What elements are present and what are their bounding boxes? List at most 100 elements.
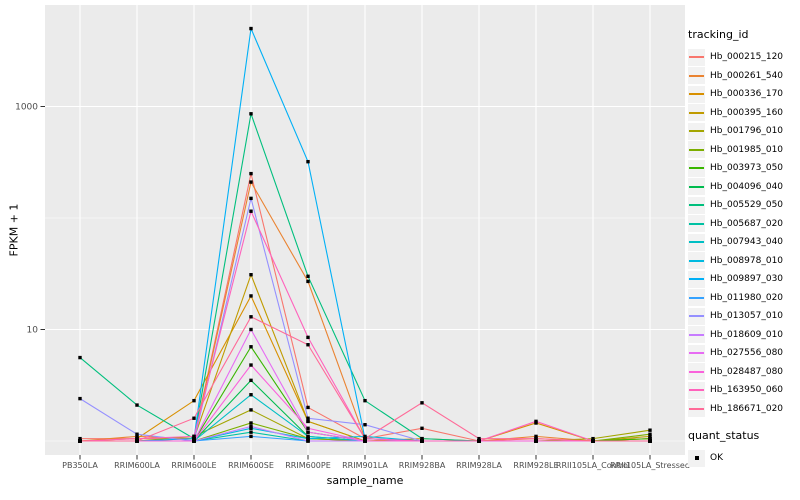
legend-item-label: OK <box>710 453 723 464</box>
legend-line-swatch <box>689 333 704 336</box>
data-point <box>306 279 310 284</box>
legend-item-label: Hb_000336_170 <box>710 89 784 100</box>
legend-item-label: Hb_005687_020 <box>710 218 784 229</box>
legend-item-Hb_186671_020: Hb_186671_020 <box>688 400 800 419</box>
y-axis-title: FPKM + 1 <box>7 203 21 257</box>
legend-key <box>688 104 705 122</box>
legend-item-Hb_163950_060: Hb_163950_060 <box>688 381 800 400</box>
legend-key <box>688 344 705 362</box>
legend-item-Hb_008978_010: Hb_008978_010 <box>688 252 800 271</box>
data-point <box>306 426 310 430</box>
x-tick-label: RRIM928LA <box>456 461 502 470</box>
legend-item-Hb_007943_040: Hb_007943_040 <box>688 233 800 252</box>
legend-item-label: Hb_005529_050 <box>710 200 784 211</box>
data-point <box>249 421 253 425</box>
data-point <box>135 434 139 439</box>
data-point <box>306 335 310 340</box>
legend-key <box>688 215 705 233</box>
legend-line-swatch <box>689 111 704 114</box>
data-point <box>306 436 310 441</box>
data-point <box>363 398 367 403</box>
legend-key <box>688 449 705 467</box>
data-point <box>78 396 82 401</box>
legend-item-Hb_005529_050: Hb_005529_050 <box>688 196 800 215</box>
x-axis-title: sample_name <box>326 474 404 487</box>
legend-item-Hb_000395_160: Hb_000395_160 <box>688 104 800 123</box>
y-tick-label: 1000 <box>15 103 38 113</box>
legend-item-label: Hb_011980_020 <box>710 292 784 303</box>
data-point <box>249 315 253 319</box>
legend-key <box>688 48 705 66</box>
x-tick-label: RRIM928LE <box>513 461 558 470</box>
data-point <box>249 393 253 397</box>
legend-key <box>688 122 705 140</box>
legend-line-swatch <box>689 370 704 373</box>
legend-title-quant-status: quant_status <box>688 429 760 442</box>
legend-line-swatch <box>689 204 704 207</box>
data-point <box>534 439 538 443</box>
data-point <box>363 423 367 427</box>
data-point <box>249 363 253 367</box>
legend-item-Hb_028487_080: Hb_028487_080 <box>688 363 800 382</box>
legend-item-Hb_000336_170: Hb_000336_170 <box>688 85 800 104</box>
x-tick-label: RRII105LA_Stressed <box>610 461 690 470</box>
data-point <box>306 430 310 434</box>
data-point <box>648 434 652 439</box>
y-tick-label: 10 <box>27 326 39 336</box>
x-tick-label: RRIM600LA <box>114 461 160 470</box>
data-point <box>306 439 310 443</box>
legend-line-swatch <box>689 241 704 244</box>
data-point <box>306 416 310 420</box>
legend-line-swatch <box>689 130 704 133</box>
data-point <box>249 273 253 277</box>
legend-key <box>688 233 705 251</box>
data-point <box>306 419 310 424</box>
legend-line-swatch <box>689 148 704 151</box>
legend-item-quant-ok: OK <box>688 449 800 468</box>
data-point <box>306 343 310 347</box>
data-point <box>192 436 196 441</box>
legend-key <box>688 326 705 344</box>
data-point <box>534 419 538 424</box>
legend-item-Hb_018609_010: Hb_018609_010 <box>688 326 800 345</box>
legend-item-Hb_001796_010: Hb_001796_010 <box>688 122 800 141</box>
data-point <box>249 209 253 213</box>
legend-item-label: Hb_004096_040 <box>710 181 784 192</box>
legend: tracking_id Hb_000215_120 Hb_000261_540 Hb… <box>688 28 800 468</box>
data-point <box>648 436 652 441</box>
data-point <box>249 408 253 412</box>
legend-line-swatch <box>689 74 704 77</box>
legend-line-swatch <box>689 259 704 262</box>
data-point <box>648 439 652 443</box>
data-point <box>534 434 538 439</box>
data-point <box>249 196 253 201</box>
legend-key <box>688 289 705 307</box>
x-tick-label: RRIM600SE <box>228 461 274 470</box>
x-tick-label: RRIM600LE <box>171 461 216 470</box>
data-point <box>648 432 652 436</box>
data-point <box>306 405 310 410</box>
legend-item-label: Hb_008978_010 <box>710 255 784 266</box>
legend-line-swatch <box>689 222 704 225</box>
legend-line-swatch <box>689 185 704 188</box>
legend-item-label: Hb_007943_040 <box>710 237 784 248</box>
legend-item-Hb_003973_050: Hb_003973_050 <box>688 159 800 178</box>
data-point <box>306 274 310 279</box>
legend-key <box>688 67 705 85</box>
legend-item-label: Hb_000395_160 <box>710 107 784 118</box>
data-point <box>249 26 253 31</box>
data-point <box>135 436 139 441</box>
legend-quant-status: quant_status OK <box>688 429 800 468</box>
data-point <box>249 180 253 184</box>
data-point <box>534 436 538 441</box>
data-point <box>420 439 424 443</box>
data-point <box>591 436 595 441</box>
legend-key <box>688 85 705 103</box>
data-point <box>306 159 310 164</box>
legend-line-swatch <box>689 352 704 355</box>
legend-item-label: Hb_001985_010 <box>710 144 784 155</box>
data-point <box>249 378 253 383</box>
x-tick-label: PB350LA <box>62 461 98 470</box>
data-point <box>249 327 253 332</box>
legend-item-Hb_001985_010: Hb_001985_010 <box>688 141 800 160</box>
